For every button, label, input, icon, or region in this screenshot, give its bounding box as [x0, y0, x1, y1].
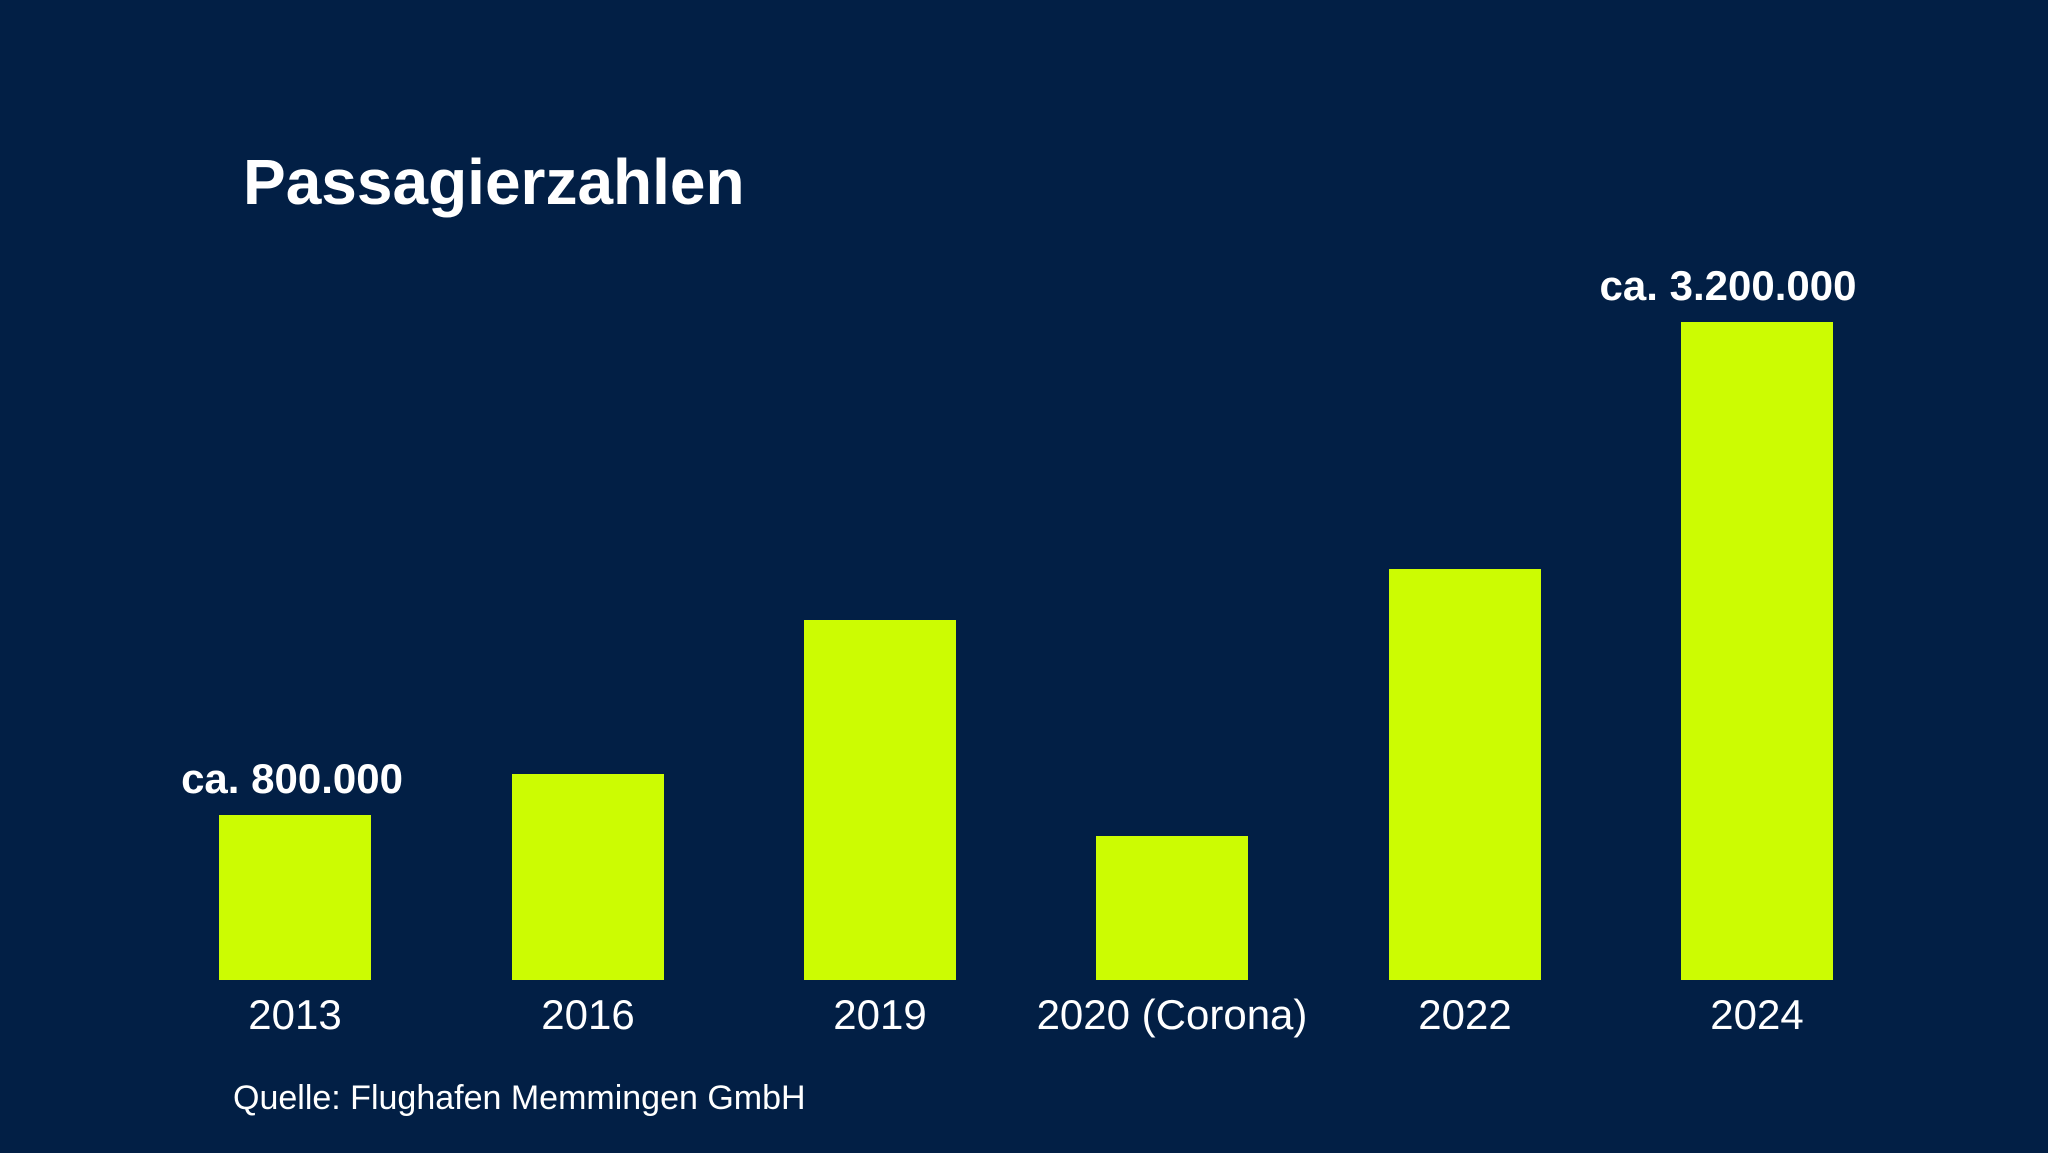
bar-2020-corona: [1096, 836, 1248, 980]
category-label-2020-corona: 2020 (Corona): [1036, 991, 1308, 1038]
bar-2019: [804, 620, 956, 980]
bar-2022: [1389, 569, 1541, 980]
category-label-2022: 2022: [1418, 991, 1512, 1038]
category-label-2019: 2019: [833, 991, 927, 1038]
category-label-2013: 2013: [248, 991, 342, 1038]
bar-2016: [512, 774, 664, 980]
value-label-2024: ca. 3.200.000: [1599, 261, 1857, 309]
chart-title: Passagierzahlen: [243, 146, 745, 218]
bar-2024: [1681, 322, 1833, 980]
bar-2013: [219, 815, 371, 980]
source-caption: Quelle: Flughafen Memmingen GmbH: [233, 1079, 806, 1117]
category-label-2016: 2016: [541, 991, 635, 1038]
value-label-2013: ca. 800.000: [181, 754, 403, 802]
category-label-2024: 2024: [1710, 991, 1804, 1038]
